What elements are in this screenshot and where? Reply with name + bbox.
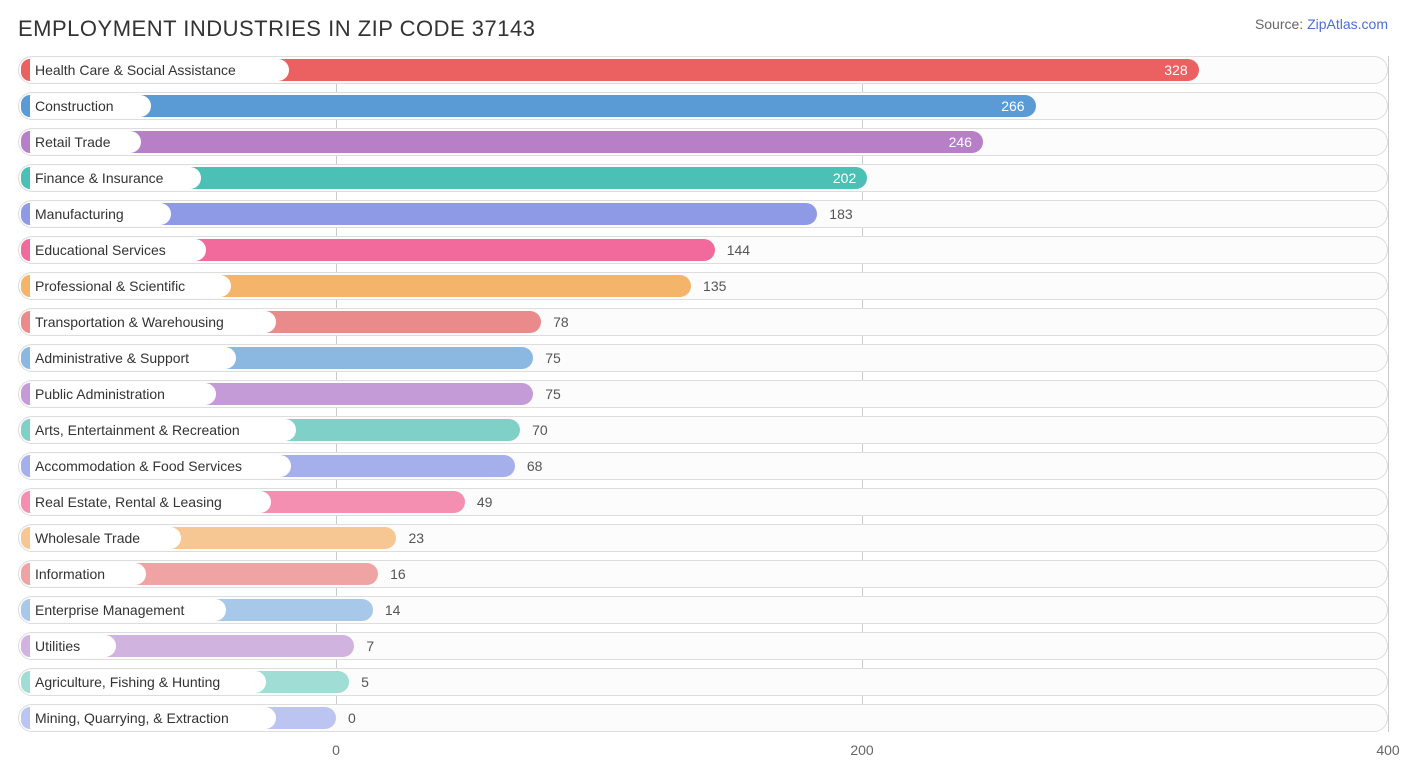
bar-value: 78 [545,308,577,336]
chart-title: EMPLOYMENT INDUSTRIES IN ZIP CODE 37143 [18,16,536,42]
bar-cap [21,131,30,153]
bar-row: Mining, Quarrying, & Extraction 0 [18,704,1388,732]
bar-value: 75 [537,344,569,372]
category-label-pill: Manufacturing [21,203,171,225]
bar-cap [21,95,30,117]
bar-cap [21,671,30,693]
bar-value: 135 [695,272,734,300]
bar-row: Manufacturing 183 [18,200,1388,228]
bar-value: 75 [537,380,569,408]
bar-cap [21,455,30,477]
bar-row: Accommodation & Food Services 68 [18,452,1388,480]
bar-cap [21,383,30,405]
category-label-pill: Educational Services [21,239,206,261]
bar-value: 183 [821,200,860,228]
bar-cap [21,167,30,189]
chart-container: Health Care & Social Assistance328 Constr… [18,56,1388,762]
bar-cap [21,347,30,369]
category-label-pill: Arts, Entertainment & Recreation [21,419,296,441]
bar-row: Health Care & Social Assistance328 [18,56,1388,84]
bar-cap [21,203,30,225]
category-label-pill: Accommodation & Food Services [21,455,291,477]
plot-area: Health Care & Social Assistance328 Constr… [18,56,1388,732]
bar-value: 328 [18,56,1196,84]
category-label-pill: Wholesale Trade [21,527,181,549]
bar-row: Administrative & Support 75 [18,344,1388,372]
x-axis-tick-label: 0 [332,742,340,758]
bar-value: 246 [18,128,980,156]
bar-value: 70 [524,416,556,444]
bar-cap [21,275,30,297]
category-label-pill: Professional & Scientific [21,275,231,297]
category-label-pill: Enterprise Management [21,599,226,621]
category-label-pill: Mining, Quarrying, & Extraction [21,707,276,729]
bar-value: 0 [340,704,364,732]
bar-cap [21,707,30,729]
bar-cap [21,311,30,333]
x-axis-tick-label: 400 [1376,742,1399,758]
bar-cap [21,527,30,549]
bar-value: 16 [382,560,414,588]
bar-value: 49 [469,488,501,516]
bar-cap [21,563,30,585]
bar-row: Enterprise Management 14 [18,596,1388,624]
category-label-pill: Information [21,563,146,585]
bar-row: Educational Services 144 [18,236,1388,264]
chart-header: EMPLOYMENT INDUSTRIES IN ZIP CODE 37143 … [18,16,1388,42]
gridline [1388,56,1389,732]
category-label-pill: Public Administration [21,383,216,405]
bar-value: 14 [377,596,409,624]
x-axis: 0200400 [18,740,1388,762]
bar-row: Arts, Entertainment & Recreation 70 [18,416,1388,444]
bar-cap [21,419,30,441]
category-label-pill: Agriculture, Fishing & Hunting [21,671,266,693]
source-link[interactable]: ZipAtlas.com [1307,16,1388,32]
category-label-pill: Administrative & Support [21,347,236,369]
bar-row: Professional & Scientific 135 [18,272,1388,300]
bar-value: 5 [353,668,377,696]
bar-value: 202 [18,164,864,192]
bar-value: 7 [358,632,382,660]
bar-cap [21,635,30,657]
bar-value: 23 [400,524,432,552]
bar-cap [21,239,30,261]
x-axis-tick-label: 200 [850,742,873,758]
chart-source: Source: ZipAtlas.com [1255,16,1388,32]
source-prefix: Source: [1255,16,1307,32]
bar-value: 144 [719,236,758,264]
bar-row: Information 16 [18,560,1388,588]
bar-row: Utilities 7 [18,632,1388,660]
bar-row: Retail Trade246 [18,128,1388,156]
bar-row: Real Estate, Rental & Leasing 49 [18,488,1388,516]
bar-row: Agriculture, Fishing & Hunting 5 [18,668,1388,696]
category-label-pill: Transportation & Warehousing [21,311,276,333]
bar-value: 68 [519,452,551,480]
bar-cap [21,491,30,513]
bar-row: Finance & Insurance202 [18,164,1388,192]
bar-cap [21,599,30,621]
bar-row: Construction266 [18,92,1388,120]
category-label-pill: Real Estate, Rental & Leasing [21,491,271,513]
bar-cap [21,59,30,81]
bar-row: Wholesale Trade 23 [18,524,1388,552]
category-label-pill: Utilities [21,635,116,657]
bar-row: Transportation & Warehousing 78 [18,308,1388,336]
bar-row: Public Administration 75 [18,380,1388,408]
bar-value: 266 [18,92,1033,120]
